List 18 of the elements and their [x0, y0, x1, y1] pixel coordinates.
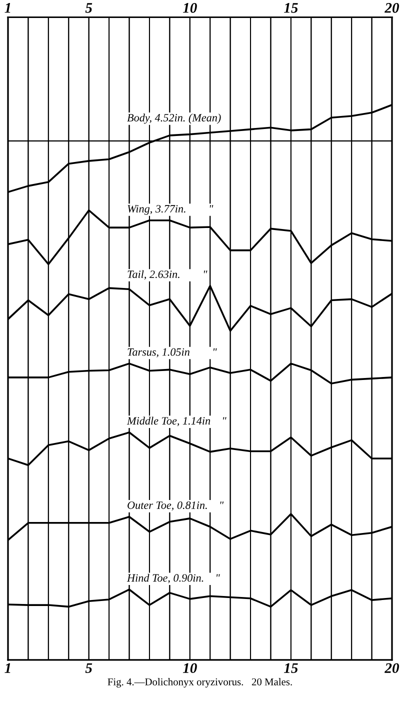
series-label: Outer Toe, 0.81in. ": [128, 501, 224, 511]
x-tick-label: 1: [4, 3, 10, 13]
x-tick-label: 15: [284, 3, 298, 13]
series-label: Hind Toe, 0.90in. ": [126, 574, 220, 584]
x-tick-label: 20: [384, 2, 400, 13]
x-tick-label: 5: [85, 3, 92, 13]
x2-tick-label: 20: [384, 663, 400, 674]
x2-tick-label: 10: [182, 663, 197, 674]
x2-tick-label: 5: [85, 663, 92, 674]
x2-tick-label: 15: [284, 663, 298, 674]
x2-tick-label: 1: [4, 663, 10, 673]
x-tick-label: 10: [182, 2, 197, 13]
series-label: Tarsus, 1.05in ": [128, 348, 217, 358]
series-label: Body, 4.52in. (Mean): [127, 114, 221, 124]
series-label: Wing, 3.77in. ": [128, 205, 214, 215]
caption: Fig. 4.—Dolichonyx oryzivorus. 20 Males.: [108, 678, 292, 688]
series-label: Middle Toe, 1.14in ": [126, 416, 226, 426]
series-label: Tail, 2.63in. ": [128, 270, 208, 280]
